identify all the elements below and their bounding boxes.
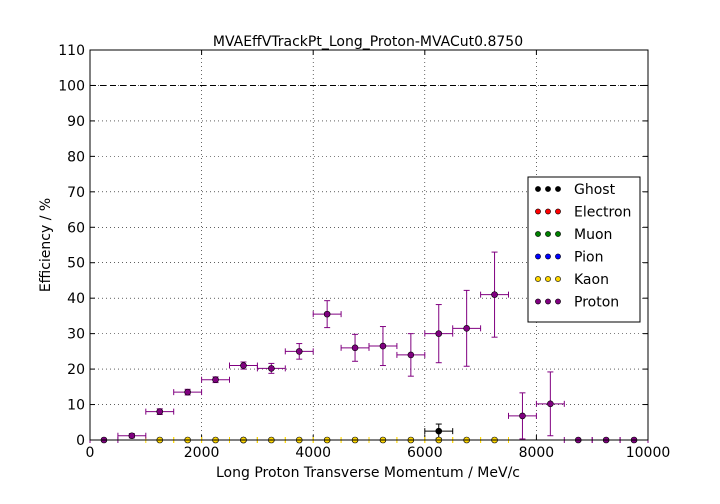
proton-marker xyxy=(379,342,387,350)
y-tick-label: 20 xyxy=(67,362,85,378)
legend-entry-ghost: Ghost xyxy=(535,182,616,198)
y-tick-label: 100 xyxy=(58,78,85,94)
axis-ticks: 0 2000 4000 6000 8000 10000 0 10 20 30 40 50 60 70 80 9… xyxy=(58,43,670,461)
x-tick-label: 2000 xyxy=(184,445,220,461)
legend-entry-muon: Muon xyxy=(535,227,612,243)
proton-point xyxy=(201,376,230,384)
x-axis-label: Long Proton Transverse Momentum / MeV/c xyxy=(216,465,520,481)
legend-entry-kaon: Kaon xyxy=(535,272,609,288)
y-tick-label: 0 xyxy=(76,433,85,449)
y-tick-label: 70 xyxy=(67,185,85,201)
legend-marker xyxy=(555,231,561,237)
proton-point xyxy=(368,326,398,367)
x-tick-label: 6000 xyxy=(407,445,443,461)
legend-marker xyxy=(555,298,561,305)
proton-point xyxy=(312,300,342,329)
legend-label: Pion xyxy=(574,250,603,266)
proton-marker xyxy=(547,400,554,408)
y-tick-label: 50 xyxy=(67,256,85,272)
legend-marker xyxy=(535,276,541,282)
proton-marker xyxy=(268,365,275,372)
proton-point xyxy=(424,304,454,364)
proton-point xyxy=(508,392,537,440)
legend-marker xyxy=(545,186,551,192)
legend-marker xyxy=(545,276,551,282)
legend-entry-pion: Pion xyxy=(535,250,603,266)
y-tick-label: 40 xyxy=(67,291,85,307)
legend-marker xyxy=(535,298,541,305)
legend-marker xyxy=(555,186,561,192)
legend-label: Electron xyxy=(574,205,631,221)
legend-box xyxy=(527,176,641,323)
chart-title: MVAEffVTrackPt_Long_Proton-MVACut0.8750 xyxy=(213,34,523,50)
proton-point xyxy=(145,408,175,415)
x-tick-label: 10000 xyxy=(626,445,671,461)
x-tick-label: 4000 xyxy=(295,445,331,461)
y-tick-label: 80 xyxy=(67,149,85,165)
legend-marker xyxy=(555,253,561,260)
y-tick-label: 10 xyxy=(67,398,85,414)
proton-point xyxy=(340,333,370,362)
legend-marker xyxy=(535,208,541,215)
ghost-marker xyxy=(435,427,443,435)
proton-marker xyxy=(463,325,470,332)
proton-point xyxy=(396,333,426,377)
proton-point xyxy=(173,388,203,396)
legend-entry-electron: Electron xyxy=(535,205,631,221)
proton-marker xyxy=(184,388,191,396)
proton-marker xyxy=(156,408,164,415)
proton-point xyxy=(117,432,147,440)
proton-point xyxy=(535,371,565,437)
proton-marker xyxy=(435,330,443,337)
x-tick-label: 0 xyxy=(86,445,95,461)
proton-marker xyxy=(351,344,359,352)
ghost-point xyxy=(424,423,454,439)
proton-marker xyxy=(212,376,219,384)
proton-point xyxy=(256,362,286,374)
legend-marker xyxy=(535,186,541,192)
legend-label: Muon xyxy=(574,227,612,243)
legend-marker xyxy=(535,253,541,260)
proton-marker xyxy=(519,412,526,420)
y-axis-label: Efficiency / % xyxy=(38,198,54,292)
legend-marker xyxy=(555,276,561,282)
proton-marker xyxy=(240,362,247,369)
proton-marker xyxy=(128,432,136,440)
proton-point xyxy=(284,343,314,360)
legend-marker xyxy=(545,253,551,260)
legend-marker xyxy=(535,231,541,237)
plot-frame xyxy=(89,49,649,441)
legend-entry-proton: Proton xyxy=(535,295,619,311)
legend-marker xyxy=(545,208,551,215)
proton-marker xyxy=(491,291,498,298)
proton-marker xyxy=(407,351,415,359)
legend-label: Proton xyxy=(574,295,619,311)
legend: Ghost Electron Muon Pion Kaon Proton xyxy=(527,176,641,323)
legend-marker xyxy=(545,231,551,237)
proton-marker xyxy=(323,310,331,318)
y-tick-label: 60 xyxy=(67,220,85,236)
legend-label: Kaon xyxy=(574,272,609,288)
proton-point xyxy=(229,361,258,370)
legend-marker xyxy=(555,208,561,215)
proton-point xyxy=(452,289,482,367)
x-tick-label: 8000 xyxy=(519,445,555,461)
y-tick-label: 110 xyxy=(58,43,85,59)
proton-marker xyxy=(295,348,303,355)
legend-label: Ghost xyxy=(574,182,616,198)
legend-marker xyxy=(545,298,551,305)
proton-point xyxy=(480,251,509,338)
y-tick-label: 30 xyxy=(67,327,85,343)
y-tick-label: 90 xyxy=(67,114,85,130)
